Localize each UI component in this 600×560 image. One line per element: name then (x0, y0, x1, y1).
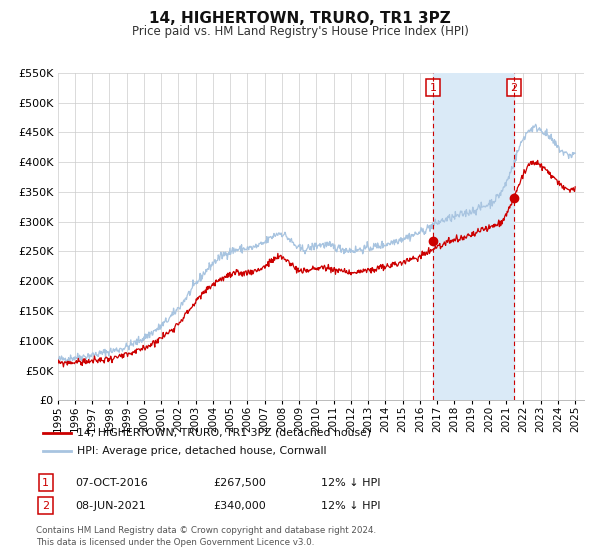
Bar (433, 73, 514, 400)
Text: Contains HM Land Registry data © Crown copyright and database right 2024.: Contains HM Land Registry data © Crown c… (36, 526, 376, 535)
Text: 12% ↓ HPI: 12% ↓ HPI (321, 478, 380, 488)
Text: 07-OCT-2016: 07-OCT-2016 (75, 478, 148, 488)
Text: 08-JUN-2021: 08-JUN-2021 (75, 501, 146, 511)
Text: £267,500: £267,500 (213, 478, 266, 488)
Text: 1: 1 (430, 83, 437, 93)
Text: Price paid vs. HM Land Registry's House Price Index (HPI): Price paid vs. HM Land Registry's House … (131, 25, 469, 38)
Text: 2: 2 (42, 501, 49, 511)
Text: 14, HIGHERTOWN, TRURO, TR1 3PZ: 14, HIGHERTOWN, TRURO, TR1 3PZ (149, 11, 451, 26)
Text: 2: 2 (510, 83, 517, 93)
Text: 1: 1 (42, 478, 49, 488)
Text: 12% ↓ HPI: 12% ↓ HPI (321, 501, 380, 511)
Text: 14, HIGHERTOWN, TRURO, TR1 3PZ (detached house): 14, HIGHERTOWN, TRURO, TR1 3PZ (detached… (77, 428, 371, 437)
Text: HPI: Average price, detached house, Cornwall: HPI: Average price, detached house, Corn… (77, 446, 326, 456)
Text: This data is licensed under the Open Government Licence v3.0.: This data is licensed under the Open Gov… (36, 538, 314, 547)
Text: £340,000: £340,000 (213, 501, 266, 511)
